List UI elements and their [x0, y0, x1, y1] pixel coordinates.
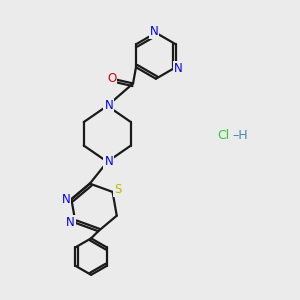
Text: O: O [107, 72, 116, 85]
Text: N: N [104, 99, 113, 112]
Text: –H: –H [232, 129, 248, 142]
Text: Cl: Cl [218, 129, 230, 142]
Text: N: N [149, 25, 158, 38]
Text: N: N [62, 193, 70, 206]
Text: N: N [104, 155, 113, 168]
Text: N: N [173, 62, 182, 75]
Text: S: S [114, 183, 122, 196]
Text: N: N [66, 216, 75, 230]
